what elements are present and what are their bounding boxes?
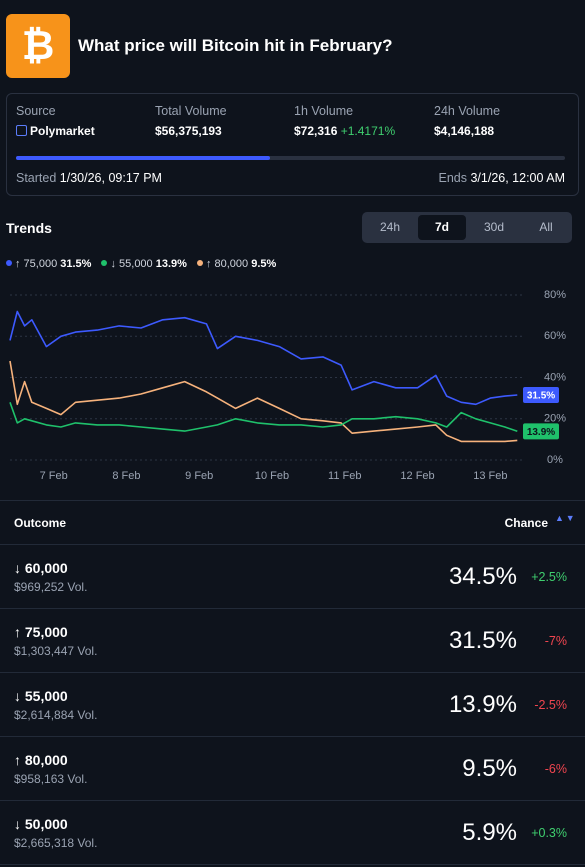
divider <box>0 800 585 801</box>
x-tick-label: 11 Feb <box>328 470 361 482</box>
y-tick-label: 80% <box>544 289 566 301</box>
value: 1/30/26, 09:17 PM <box>59 171 162 185</box>
title: What price will Bitcoin hit in February? <box>78 36 393 55</box>
label: 24h Volume <box>434 104 501 118</box>
legend: ↑ 75,000 31.5% ↓ 55,000 13.9% ↑ 80,000 9.5… <box>6 258 276 270</box>
section-title: Trends <box>6 220 52 236</box>
icon-glyph: ₿ <box>21 24 55 68</box>
y-tick-label: 60% <box>544 330 566 342</box>
change: +0.3% <box>531 826 567 840</box>
end-badge <box>523 387 559 404</box>
legend-name: ↓ 55,000 <box>110 258 153 270</box>
tabs: 24h 7d 30d All <box>362 212 572 243</box>
divider <box>0 544 585 545</box>
x-tick-label: 10 Feb <box>255 470 289 482</box>
chance: 9.5% <box>462 755 517 782</box>
value: $72,316 <box>294 124 338 138</box>
outcome-volume: $969,252 Vol. <box>14 580 88 594</box>
outcome-name: ↑ 75,000 <box>14 624 68 640</box>
label: Started <box>16 171 57 185</box>
divider <box>0 500 585 501</box>
x-tick-label: 12 Feb <box>400 470 434 482</box>
stats-box <box>6 93 579 196</box>
legend-name: ↑ 75,000 <box>15 258 58 270</box>
outcome-volume: $2,665,318 Vol. <box>14 836 98 850</box>
end-badge-label: 31.5% <box>527 391 555 402</box>
chance: 5.9% <box>462 819 517 846</box>
x-tick-label: 9 Feb <box>185 470 213 482</box>
tab[interactable]: All <box>539 220 553 234</box>
value: $56,375,193 <box>155 124 222 138</box>
change: -6% <box>544 762 567 776</box>
divider <box>0 608 585 609</box>
y-tick-label: 0% <box>547 454 563 466</box>
outcome-volume: $958,163 Vol. <box>14 772 88 786</box>
column-header: Chance <box>504 516 548 530</box>
change: +2.5% <box>531 570 567 584</box>
divider <box>0 864 585 865</box>
change: +1.4171% <box>340 124 396 138</box>
legend-name: ↑ 80,000 <box>205 258 249 270</box>
sort-icon: ▲ ▼ <box>555 513 575 523</box>
chance: 31.5% <box>448 627 517 654</box>
y-tick-label: 40% <box>544 371 566 383</box>
outcome-volume: $2,614,884 Vol. <box>14 708 98 722</box>
column-header: Outcome <box>14 516 67 530</box>
label: Total Volume <box>155 104 227 118</box>
progress-fill <box>16 156 270 160</box>
outcome-name: ↑ 80,000 <box>14 752 68 768</box>
tab[interactable]: 30d <box>483 220 505 234</box>
change: -7% <box>544 634 567 648</box>
divider <box>0 736 585 737</box>
chance: 13.9% <box>448 691 517 718</box>
outcome-name: ↓ 50,000 <box>14 816 68 832</box>
series-line <box>9 360 518 443</box>
source-icon <box>16 125 27 136</box>
ends: Ends 3/1/26, 12:00 AM <box>439 171 566 185</box>
value: $72,316 +1.4171% <box>294 124 395 138</box>
value: Polymarket <box>30 124 95 138</box>
change: -2.5% <box>534 698 567 712</box>
value: 3/1/26, 12:00 AM <box>470 171 565 185</box>
outcome-name: ↓ 60,000 <box>14 560 68 576</box>
y-tick-label: 20% <box>544 413 566 425</box>
legend-value: 31.5% <box>60 258 92 270</box>
x-tick-label: 7 Feb <box>40 470 68 482</box>
chart: 0% 20% 40% 60% 80% 7 Feb 8 Feb 9 Feb 10 Feb 11 Fe… <box>9 289 566 482</box>
x-tick-label: 13 Feb <box>473 470 507 482</box>
label: Ends <box>438 171 468 185</box>
legend-dot <box>101 260 108 266</box>
end-badge-label: 13.9% <box>527 427 555 438</box>
x-tick-label: 8 Feb <box>112 470 140 482</box>
tab[interactable]: 24h <box>379 220 401 234</box>
outcome-volume: $1,303,447 Vol. <box>14 644 98 658</box>
legend-value: 13.9% <box>155 258 187 270</box>
value: $4,146,188 <box>434 124 495 138</box>
label: Source <box>16 104 56 118</box>
started: Started 1/30/26, 09:17 PM <box>16 171 162 185</box>
series-line <box>9 310 518 406</box>
tab[interactable]: 7d <box>418 215 466 240</box>
legend-value: 9.5% <box>251 258 277 270</box>
progress-track <box>16 156 565 160</box>
chance: 34.5% <box>448 563 517 590</box>
label: 1h Volume <box>294 104 354 118</box>
legend-dot <box>196 260 203 266</box>
divider <box>0 672 585 673</box>
outcome-name: ↓ 55,000 <box>14 688 68 704</box>
legend-dot <box>6 260 12 266</box>
app-icon <box>6 14 70 78</box>
end-badge <box>523 423 559 440</box>
series-line <box>9 402 518 433</box>
